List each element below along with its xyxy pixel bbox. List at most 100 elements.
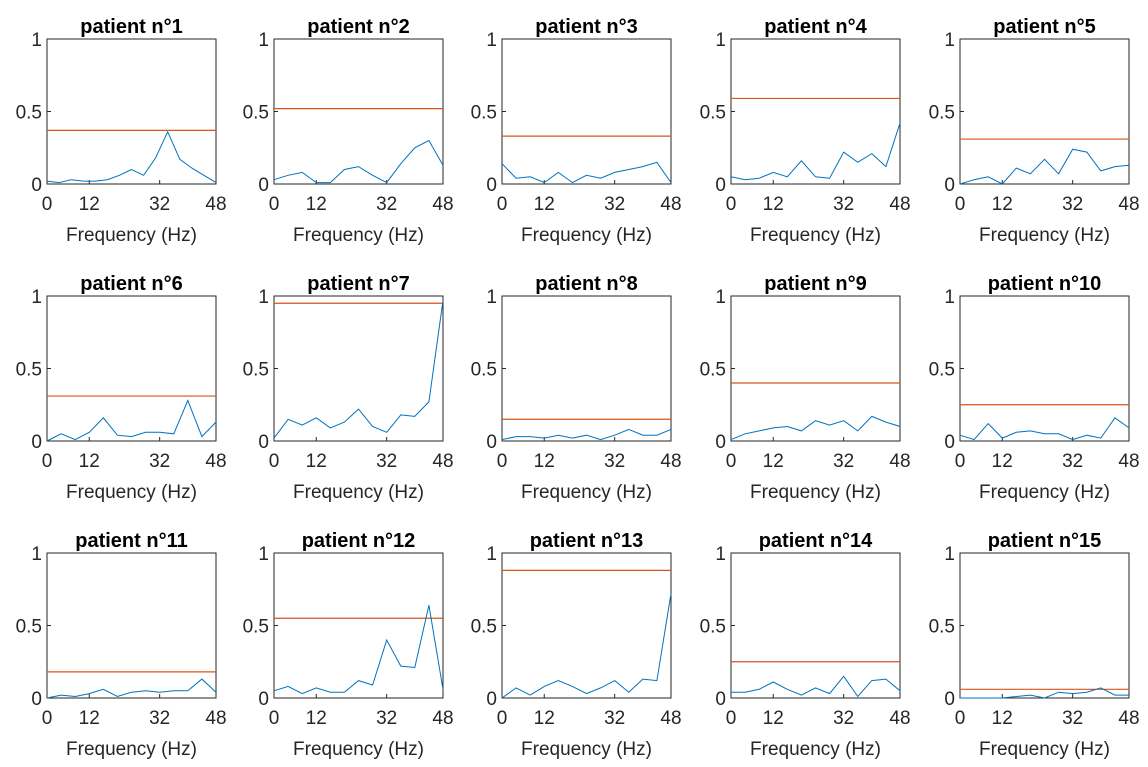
x-tick-label: 0 xyxy=(497,708,508,729)
y-tick-label: 0 xyxy=(715,689,726,710)
x-tick-label: 12 xyxy=(534,708,555,729)
axes-box xyxy=(273,552,444,699)
x-tick-label: 32 xyxy=(376,708,397,729)
x-axis-label: Frequency (Hz) xyxy=(66,482,197,503)
y-tick-label: 0 xyxy=(486,175,497,196)
x-tick-label: 32 xyxy=(604,708,625,729)
x-tick-label: 32 xyxy=(1062,708,1083,729)
x-tick-label: 48 xyxy=(432,194,453,215)
x-axis-label: Frequency (Hz) xyxy=(66,739,197,760)
y-tick-label: 0 xyxy=(715,175,726,196)
y-tick-label: 0.5 xyxy=(929,617,955,638)
x-axis-label: Frequency (Hz) xyxy=(293,225,424,246)
y-tick-label: 0.5 xyxy=(929,360,955,381)
chart-title: patient n°6 xyxy=(80,273,182,295)
x-tick-label: 0 xyxy=(955,451,966,472)
axes-box xyxy=(959,552,1130,699)
spectrum-line xyxy=(46,678,217,699)
subplot-3: patient n°3 0 0.5 1 0 12 32 48 Frequency (Hz) xyxy=(471,16,682,246)
x-tick-label: 48 xyxy=(432,451,453,472)
axes-box xyxy=(730,38,901,185)
chart-title: patient n°2 xyxy=(307,16,409,38)
x-tick-label: 48 xyxy=(205,194,226,215)
x-axis-label: Frequency (Hz) xyxy=(66,225,197,246)
subplot-11: patient n°11 0 0.5 1 0 12 32 48 Frequency (Hz) xyxy=(16,530,227,760)
x-axis-label: Frequency (Hz) xyxy=(521,225,652,246)
spectrum-line xyxy=(959,148,1130,185)
y-tick-label: 0.5 xyxy=(16,617,42,638)
x-tick-label: 0 xyxy=(42,451,53,472)
x-tick-label: 0 xyxy=(726,451,737,472)
x-tick-label: 12 xyxy=(79,451,100,472)
chart-title: patient n°10 xyxy=(988,273,1102,295)
subplot-15: patient n°15 0 0.5 1 0 12 32 48 Frequency (Hz) xyxy=(929,530,1140,760)
y-tick-label: 1 xyxy=(944,544,955,565)
x-tick-label: 48 xyxy=(205,451,226,472)
subplot-1: patient n°1 0 0.5 1 0 12 32 48 Frequency (Hz) xyxy=(16,16,227,246)
x-axis-label: Frequency (Hz) xyxy=(750,225,881,246)
y-tick-label: 0 xyxy=(486,689,497,710)
chart-title: patient n°12 xyxy=(302,530,416,552)
y-tick-label: 0 xyxy=(258,689,269,710)
x-tick-label: 12 xyxy=(306,194,327,215)
axes-box xyxy=(501,552,672,699)
subplot-6: patient n°6 0 0.5 1 0 12 32 48 Frequency (Hz) xyxy=(16,273,227,503)
axes-box xyxy=(959,38,1130,185)
axes-box xyxy=(273,295,444,442)
x-tick-label: 32 xyxy=(833,451,854,472)
y-tick-label: 0.5 xyxy=(16,103,42,124)
x-tick-label: 0 xyxy=(42,194,53,215)
x-axis-label: Frequency (Hz) xyxy=(293,739,424,760)
spectrum-line xyxy=(273,605,444,695)
x-tick-label: 32 xyxy=(833,194,854,215)
x-tick-label: 32 xyxy=(376,194,397,215)
x-tick-label: 48 xyxy=(889,194,910,215)
chart-title: patient n°13 xyxy=(530,530,644,552)
spectrum-line xyxy=(501,593,672,699)
axes-box xyxy=(501,38,672,185)
x-tick-label: 48 xyxy=(660,451,681,472)
x-tick-label: 48 xyxy=(889,451,910,472)
y-tick-label: 0 xyxy=(715,432,726,453)
subplot-9: patient n°9 0 0.5 1 0 12 32 48 Frequency (Hz) xyxy=(700,273,911,503)
y-tick-label: 0.5 xyxy=(243,103,269,124)
subplot-7: patient n°7 0 0.5 1 0 12 32 48 Frequency (Hz) xyxy=(243,273,454,503)
spectrum-line xyxy=(46,399,217,442)
y-tick-label: 1 xyxy=(258,287,269,308)
x-tick-label: 0 xyxy=(269,194,280,215)
x-tick-label: 32 xyxy=(604,194,625,215)
spectrum-line xyxy=(501,161,672,184)
chart-title: patient n°3 xyxy=(535,16,637,38)
x-axis-label: Frequency (Hz) xyxy=(521,739,652,760)
y-tick-label: 1 xyxy=(31,30,42,51)
y-tick-label: 0.5 xyxy=(700,360,726,381)
y-tick-label: 1 xyxy=(715,544,726,565)
axes-box xyxy=(730,295,901,442)
x-tick-label: 0 xyxy=(726,194,737,215)
x-axis-label: Frequency (Hz) xyxy=(979,482,1110,503)
chart-title: patient n°5 xyxy=(993,16,1095,38)
axes-box xyxy=(46,38,217,185)
x-tick-label: 32 xyxy=(833,708,854,729)
x-tick-label: 12 xyxy=(79,194,100,215)
x-tick-label: 0 xyxy=(955,708,966,729)
y-tick-label: 0 xyxy=(31,175,42,196)
chart-title: patient n°8 xyxy=(535,273,637,295)
axes-box xyxy=(730,552,901,699)
y-tick-label: 0.5 xyxy=(471,617,497,638)
x-tick-label: 12 xyxy=(79,708,100,729)
x-tick-label: 12 xyxy=(992,194,1013,215)
axes-box xyxy=(46,552,217,699)
x-axis-label: Frequency (Hz) xyxy=(293,482,424,503)
y-tick-label: 0.5 xyxy=(16,360,42,381)
x-tick-label: 48 xyxy=(660,194,681,215)
y-tick-label: 1 xyxy=(31,287,42,308)
y-tick-label: 1 xyxy=(258,30,269,51)
y-tick-label: 1 xyxy=(486,30,497,51)
x-tick-label: 0 xyxy=(497,451,508,472)
subplot-4: patient n°4 0 0.5 1 0 12 32 48 Frequency (Hz) xyxy=(700,16,911,246)
x-tick-label: 0 xyxy=(497,194,508,215)
spectrum-line xyxy=(960,687,1129,699)
chart-title: patient n°15 xyxy=(988,530,1102,552)
